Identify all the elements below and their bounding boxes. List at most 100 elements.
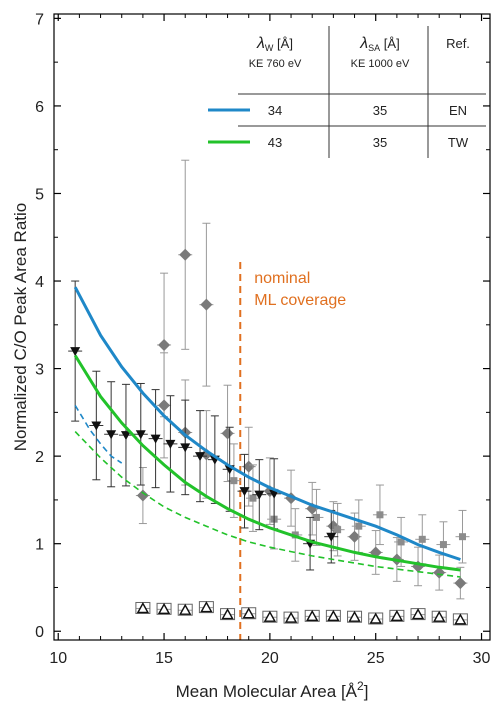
square-marker xyxy=(458,533,466,541)
data-point xyxy=(226,443,241,518)
triangle-up-marker xyxy=(369,612,382,624)
data-point xyxy=(351,499,366,553)
y-tick-label: 7 xyxy=(35,11,44,28)
plot-frame xyxy=(53,13,491,641)
data-point xyxy=(309,488,324,546)
x-tick-label: 30 xyxy=(473,650,491,667)
data-point xyxy=(347,610,363,623)
data-point xyxy=(104,381,119,488)
x-tick-label: 15 xyxy=(155,650,173,667)
diamond-marker xyxy=(200,298,213,311)
y-tick-label: 0 xyxy=(35,624,44,641)
y-axis-label: Normalized C/O Peak Area Ratio xyxy=(11,203,30,452)
table-cell-ref: TW xyxy=(448,135,469,150)
diamond-marker xyxy=(348,530,361,543)
diamond-marker xyxy=(433,566,446,579)
triangle-down-marker xyxy=(180,443,191,453)
data-point xyxy=(389,609,405,622)
diamond-marker xyxy=(158,399,171,412)
triangle-down-marker xyxy=(106,430,117,440)
data-point xyxy=(178,159,193,350)
data-point xyxy=(324,509,339,564)
data-point xyxy=(178,399,193,496)
data-point xyxy=(118,383,133,487)
triangle-up-marker xyxy=(454,613,467,625)
data-point xyxy=(267,458,282,530)
square-marker xyxy=(230,477,238,485)
square-marker xyxy=(355,522,363,530)
x-tick-label: 25 xyxy=(367,650,385,667)
x-tick-label: 10 xyxy=(49,650,67,667)
data-point xyxy=(135,467,150,525)
data-point xyxy=(410,608,426,621)
triangle-up-marker xyxy=(136,602,150,614)
data-point xyxy=(283,611,299,624)
diamond-marker xyxy=(158,338,171,351)
table-cell-lambda-w: 34 xyxy=(268,103,282,118)
table-header-lambda-sa: λSA [Å] xyxy=(359,35,399,53)
triangle-up-marker xyxy=(284,611,298,623)
table-header-ref: Ref. xyxy=(446,36,470,51)
table-cell-ref: EN xyxy=(449,103,467,118)
data-point xyxy=(199,222,214,387)
data-point xyxy=(372,484,387,546)
annotation-text-2: ML coverage xyxy=(254,292,346,309)
data-point xyxy=(394,516,409,567)
triangle-up-marker xyxy=(411,608,425,620)
square-marker xyxy=(249,494,257,502)
square-marker xyxy=(376,511,384,519)
table-header-ke-1000: KE 1000 eV xyxy=(351,58,410,70)
data-point xyxy=(177,603,193,616)
triangle-up-marker xyxy=(263,610,277,622)
data-point xyxy=(415,514,430,565)
square-marker xyxy=(397,538,405,546)
data-point xyxy=(262,610,278,623)
table-header-ke-760: KE 760 eV xyxy=(249,58,302,70)
triangle-down-marker xyxy=(150,434,161,444)
y-tick-label: 5 xyxy=(35,186,44,203)
data-point xyxy=(220,608,236,621)
data-point xyxy=(305,481,320,536)
triangle-up-marker xyxy=(200,601,213,613)
triangle-down-marker xyxy=(135,430,146,440)
data-point xyxy=(163,395,178,493)
triangle-up-marker xyxy=(390,609,404,622)
data-point xyxy=(241,607,257,620)
diamond-marker xyxy=(221,427,234,440)
y-tick-label: 6 xyxy=(35,99,44,116)
y-tick-label: 1 xyxy=(35,537,44,554)
diamond-marker xyxy=(454,577,467,590)
x-axis-label: Mean Molecular Area [Å2] xyxy=(176,679,369,701)
data-point xyxy=(411,546,426,587)
data-point xyxy=(133,382,148,486)
table-cell-lambda-sa: 35 xyxy=(373,135,387,150)
table-cell-lambda-w: 43 xyxy=(268,135,282,150)
y-tick-label: 3 xyxy=(35,362,44,379)
y-tick-label: 2 xyxy=(35,449,44,466)
y-tick-label: 4 xyxy=(35,274,44,291)
data-point xyxy=(252,459,267,531)
triangle-up-marker xyxy=(327,609,340,622)
square-marker xyxy=(418,535,426,543)
data-point xyxy=(325,609,341,622)
triangle-up-marker xyxy=(242,607,255,619)
diamond-marker xyxy=(179,248,192,261)
x-tick-label: 20 xyxy=(261,650,279,667)
data-point xyxy=(304,609,320,622)
triangle-down-marker xyxy=(239,487,250,497)
data-point xyxy=(157,352,172,459)
triangle-up-marker xyxy=(433,610,446,622)
triangle-down-marker xyxy=(91,421,102,431)
data-point xyxy=(431,610,447,623)
square-marker xyxy=(439,541,447,549)
axes-frame xyxy=(53,13,491,641)
triangle-down-marker xyxy=(254,490,265,500)
triangle-up-marker xyxy=(306,609,319,622)
data-point xyxy=(198,601,214,614)
triangle-up-marker xyxy=(179,603,192,615)
diamond-marker xyxy=(242,460,255,473)
triangle-down-marker xyxy=(195,452,206,462)
data-point xyxy=(68,280,83,422)
